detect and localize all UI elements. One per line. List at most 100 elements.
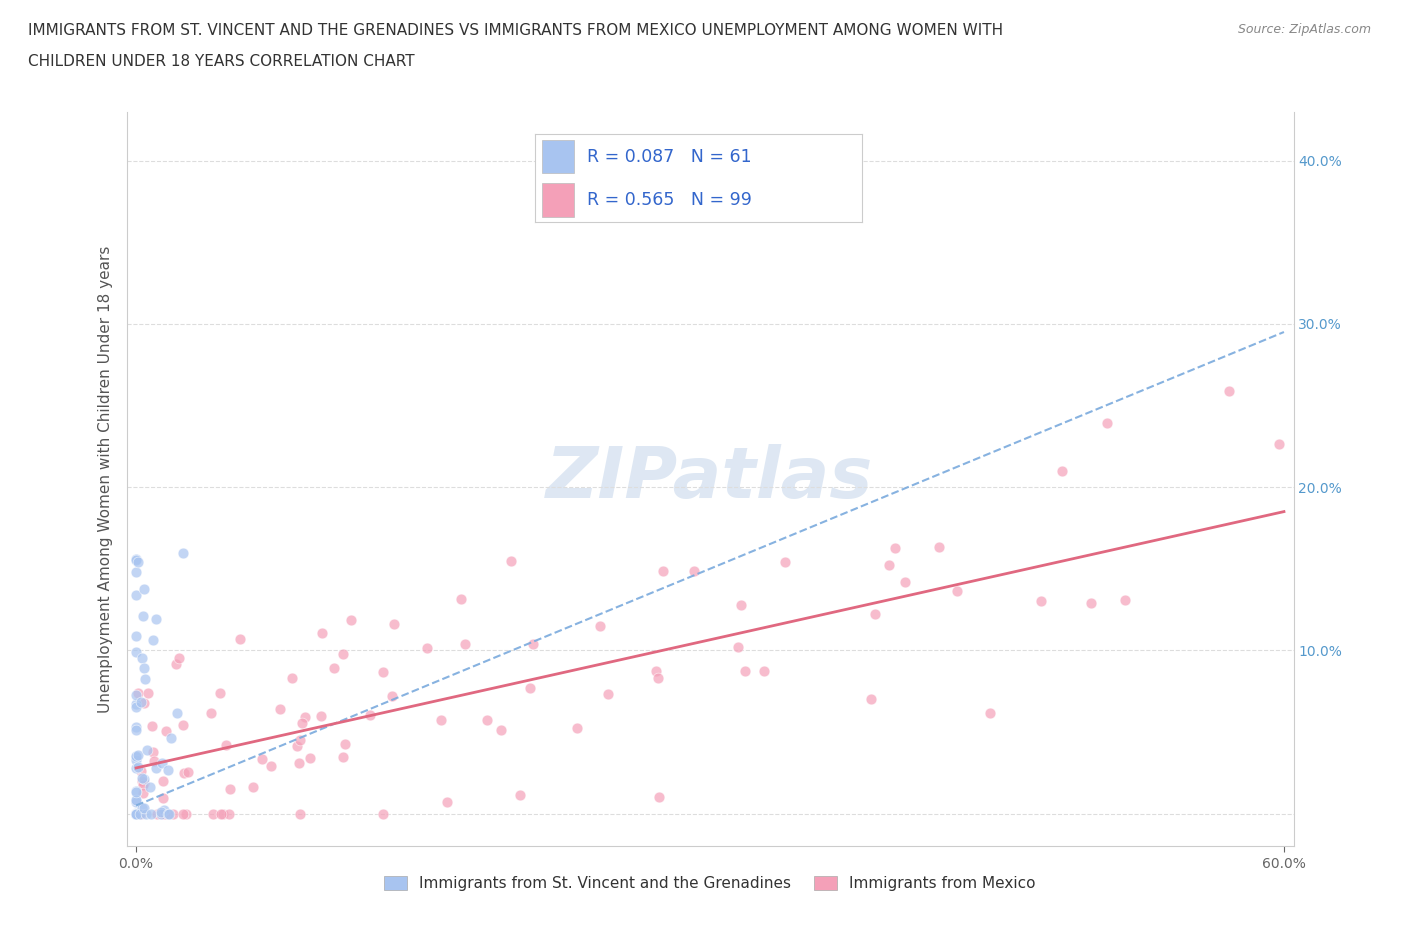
Point [209, 686, 232, 701]
Point [859, 692, 882, 707]
Point [648, 790, 671, 804]
Point [979, 706, 1001, 721]
Point [499, 554, 522, 569]
Point [228, 631, 250, 646]
Point [169, 650, 191, 665]
Point [125, 644, 148, 659]
Point [152, 790, 174, 805]
Point [359, 707, 381, 722]
Point [146, 806, 169, 821]
Point [145, 612, 167, 627]
Point [883, 540, 905, 555]
Point [127, 555, 149, 570]
Point [131, 771, 153, 786]
Point [127, 748, 149, 763]
Point [125, 784, 148, 799]
Point [596, 686, 619, 701]
Point [209, 806, 232, 821]
Point [683, 564, 706, 578]
Point [131, 801, 153, 816]
Point [125, 783, 148, 798]
Point [491, 723, 513, 737]
Point [200, 706, 222, 721]
Point [1268, 436, 1291, 451]
Point [153, 806, 176, 821]
Point [332, 750, 354, 764]
Point [1114, 592, 1136, 607]
Point [509, 788, 531, 803]
Point [152, 806, 174, 821]
Point [125, 700, 148, 715]
Point [132, 608, 155, 623]
Point [132, 696, 155, 711]
Point [141, 806, 163, 821]
Point [522, 636, 544, 651]
Point [211, 806, 233, 821]
Point [134, 671, 156, 686]
Point [129, 806, 152, 821]
Point [475, 712, 498, 727]
Text: IMMIGRANTS FROM ST. VINCENT AND THE GRENADINES VS IMMIGRANTS FROM MEXICO UNEMPLO: IMMIGRANTS FROM ST. VINCENT AND THE GREN… [28, 23, 1004, 38]
Point [416, 641, 439, 656]
Point [288, 755, 311, 770]
Point [288, 806, 311, 821]
Point [150, 755, 173, 770]
Point [863, 606, 886, 621]
Point [125, 794, 148, 809]
Legend: Immigrants from St. Vincent and the Grenadines, Immigrants from Mexico: Immigrants from St. Vincent and the Gren… [378, 870, 1042, 897]
Point [125, 588, 148, 603]
Point [142, 633, 165, 648]
Point [202, 806, 225, 821]
Point [125, 688, 148, 703]
Point [1218, 384, 1240, 399]
Point [127, 685, 149, 700]
Point [136, 742, 159, 757]
Point [1080, 596, 1102, 611]
Point [269, 702, 291, 717]
Point [131, 773, 153, 788]
Point [519, 681, 541, 696]
Point [127, 759, 149, 774]
Point [894, 575, 917, 590]
Point [155, 724, 177, 738]
Point [134, 776, 156, 790]
Point [172, 718, 194, 733]
Point [754, 663, 776, 678]
Point [645, 663, 668, 678]
Point [125, 723, 148, 737]
Point [132, 581, 155, 596]
Point [150, 806, 173, 821]
Point [125, 806, 148, 821]
Point [135, 806, 157, 821]
Point [125, 761, 148, 776]
Point [125, 806, 148, 821]
Point [155, 806, 177, 821]
Point [877, 558, 900, 573]
Text: CHILDREN UNDER 18 YEARS CORRELATION CHART: CHILDREN UNDER 18 YEARS CORRELATION CHAR… [28, 54, 415, 69]
Point [125, 696, 148, 711]
Point [218, 782, 240, 797]
Point [730, 597, 752, 612]
Point [143, 754, 166, 769]
Point [125, 793, 148, 808]
Point [156, 763, 179, 777]
Point [132, 777, 155, 792]
Point [125, 806, 148, 821]
Point [242, 779, 264, 794]
Point [134, 660, 156, 675]
Point [727, 640, 749, 655]
Point [173, 765, 195, 780]
Point [332, 646, 354, 661]
Y-axis label: Unemployment Among Women with Children Under 18 years: Unemployment Among Women with Children U… [98, 246, 114, 712]
Point [125, 806, 148, 821]
Point [131, 650, 153, 665]
Point [176, 806, 198, 821]
Point [450, 591, 472, 606]
Point [125, 552, 148, 567]
Point [156, 806, 179, 821]
Point [142, 744, 165, 759]
Point [382, 617, 405, 631]
Point [1097, 416, 1119, 431]
Point [1031, 593, 1053, 608]
Point [647, 671, 669, 685]
